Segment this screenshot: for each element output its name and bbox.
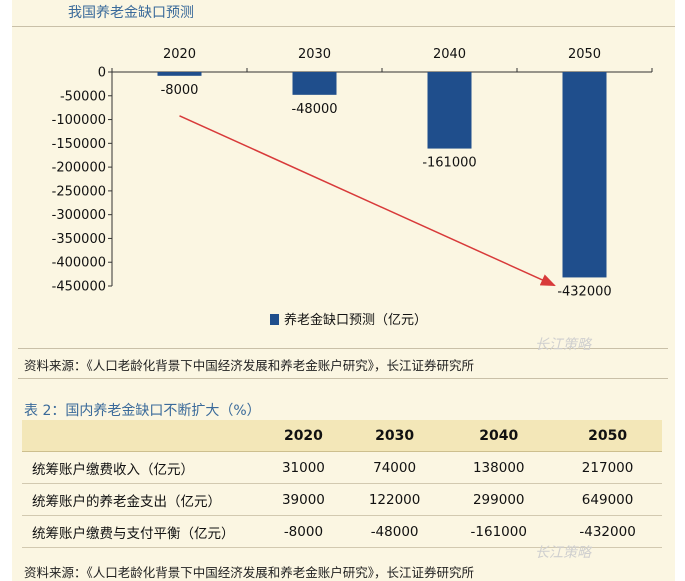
table-title: 表 2：国内养老金缺口不断扩大（%） — [24, 403, 261, 419]
divider — [18, 378, 668, 379]
y-tick-label: -100000 — [52, 113, 106, 128]
y-tick-label: -300000 — [52, 208, 106, 223]
data-label: -432000 — [557, 284, 611, 299]
table-cell: -8000 — [283, 523, 324, 540]
row-label: 统筹账户缴费收入（亿元） — [32, 461, 194, 478]
table-cell: -48000 — [370, 523, 419, 540]
chart-source: 资料来源：《人口老龄化背景下中国经济发展和养老金账户研究》，长江证券研究所 — [24, 358, 475, 373]
table-cell: 122000 — [368, 491, 421, 508]
header-cell: 2050 — [588, 427, 628, 444]
y-tick-label: -350000 — [52, 232, 106, 247]
table-cell: 649000 — [581, 491, 634, 508]
divider — [18, 348, 668, 349]
x-tick-label: 2050 — [568, 47, 601, 62]
table-cell: 217000 — [581, 459, 634, 476]
x-tick-label: 2020 — [163, 47, 196, 62]
trend-arrow — [179, 115, 556, 287]
bar — [292, 72, 337, 95]
table-cell: -161000 — [470, 523, 527, 540]
header-cell — [22, 420, 262, 452]
table-cell: 74000 — [373, 459, 417, 476]
row-label: 统筹账户缴费与支付平衡（亿元） — [32, 525, 235, 542]
x-tick-label: 2040 — [433, 47, 466, 62]
table-row: 统筹账户缴费与支付平衡（亿元） -8000 -48000 -161000 -43… — [22, 516, 662, 548]
data-label: -161000 — [422, 156, 476, 171]
y-tick-label: 0 — [98, 66, 106, 81]
table-cell: 39000 — [281, 491, 325, 508]
header-cell: 2020 — [283, 427, 323, 444]
bar-chart: 0 -50000 -100000 -150000 -200000 -250000 -3000… — [52, 47, 653, 328]
table-cell: 138000 — [472, 459, 525, 476]
table-cell: -432000 — [579, 523, 636, 540]
header-cell: 2040 — [479, 427, 519, 444]
table-header-row: 2020 2030 2040 2050 — [22, 420, 662, 452]
chart-title-bar — [12, 0, 675, 27]
bar — [562, 72, 607, 278]
header-cell: 2030 — [375, 427, 415, 444]
y-tick-label: -400000 — [52, 256, 106, 271]
y-tick-label: -150000 — [52, 137, 106, 152]
bar — [157, 72, 202, 76]
data-label: -48000 — [291, 102, 337, 117]
table-source: 资料来源：《人口老龄化背景下中国经济发展和养老金账户研究》，长江证券研究所 — [24, 565, 475, 580]
table-row: 统筹账户缴费收入（亿元） 31000 74000 138000 217000 — [22, 452, 662, 484]
legend-swatch — [270, 314, 279, 325]
y-tick-label: -50000 — [60, 89, 106, 104]
data-label: -8000 — [161, 83, 199, 98]
table-cell: 299000 — [472, 491, 525, 508]
table-row: 统筹账户的养老金支出（亿元） 39000 122000 299000 64900… — [22, 484, 662, 516]
chart-title: 我国养老金缺口预测 — [68, 5, 194, 21]
watermark: 长江策略 — [535, 337, 591, 353]
y-tick-label: -450000 — [52, 280, 106, 295]
y-tick-label: -250000 — [52, 184, 106, 199]
bar — [427, 72, 472, 149]
x-tick-label: 2030 — [298, 47, 331, 62]
pension-table: 2020 2030 2040 2050 统筹账户缴费收入（亿元） 31000 7… — [22, 420, 662, 548]
row-label: 统筹账户的养老金支出（亿元） — [32, 493, 221, 510]
watermark: 长江策略 — [535, 545, 591, 561]
y-tick-label: -200000 — [52, 161, 106, 176]
legend-label: 养老金缺口预测（亿元） — [284, 312, 427, 328]
table-cell: 31000 — [281, 459, 325, 476]
